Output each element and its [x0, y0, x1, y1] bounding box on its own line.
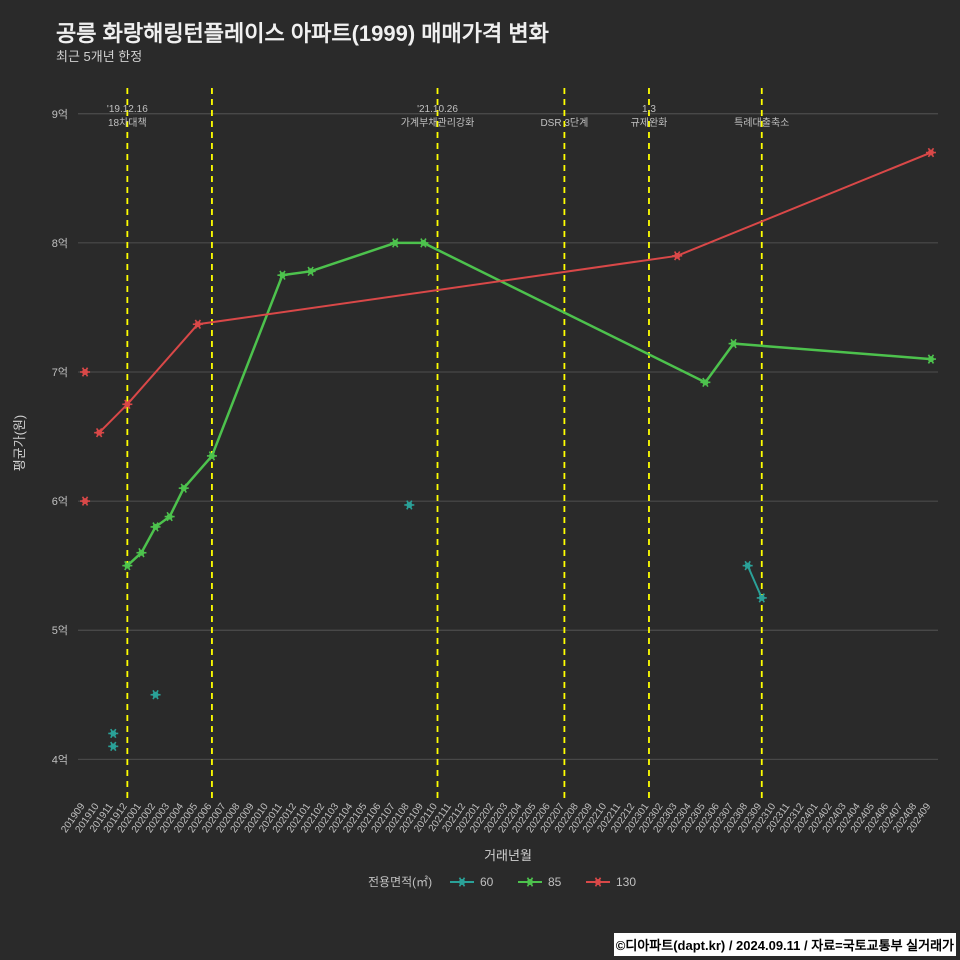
svg-text:평균가(원): 평균가(원)	[12, 415, 27, 472]
svg-text:거래년월: 거래년월	[484, 848, 532, 863]
svg-text:60: 60	[480, 875, 494, 889]
svg-text:특례대출축소: 특례대출축소	[734, 117, 789, 129]
svg-text:9억: 9억	[52, 108, 68, 121]
svg-text:130: 130	[616, 875, 636, 889]
svg-text:18차대책: 18차대책	[108, 117, 147, 129]
svg-text:DSR 3단계: DSR 3단계	[540, 117, 588, 129]
svg-text:85: 85	[548, 875, 562, 889]
svg-text:'21.10.26: '21.10.26	[417, 104, 458, 115]
chart-container: 공릉 화랑해링턴플레이스 아파트(1999) 매매가격 변화 최근 5개년 한정…	[0, 0, 960, 960]
svg-text:5억: 5억	[52, 624, 68, 637]
svg-text:가계부채관리강화: 가계부채관리강화	[401, 117, 475, 129]
svg-text:7억: 7억	[52, 366, 68, 379]
svg-text:전용면적(㎡): 전용면적(㎡)	[368, 875, 432, 889]
chart-svg: 4억5억6억7억8억9억평균가(원)2019092019102019112019…	[0, 0, 960, 960]
svg-text:규제완화: 규제완화	[631, 117, 668, 129]
svg-text:8억: 8억	[52, 237, 68, 250]
svg-text:1.3: 1.3	[642, 104, 656, 115]
svg-text:6억: 6억	[52, 495, 68, 508]
credit-text: ©디아파트(dapt.kr) / 2024.09.11 / 자료=국토교통부 실…	[614, 933, 956, 956]
svg-text:4억: 4억	[52, 753, 68, 766]
svg-text:'19.12.16: '19.12.16	[107, 104, 148, 115]
